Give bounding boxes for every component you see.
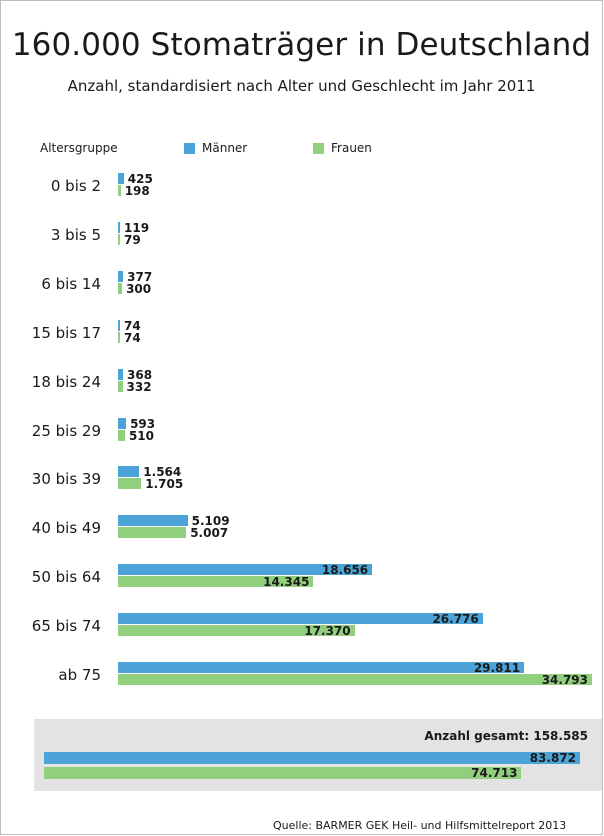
category-label: 3 bis 5 (50, 225, 101, 244)
bar-women (118, 185, 121, 196)
bar-men (118, 270, 124, 282)
value-label-women: 34.793 (541, 673, 588, 687)
bar-women (118, 625, 355, 637)
total-label: Anzahl gesamt: 158.585 (424, 729, 588, 743)
value-label-women: 198 (124, 184, 150, 198)
bar-men (118, 221, 120, 233)
value-label-men: 18.656 (321, 563, 369, 578)
bar-women (118, 478, 142, 490)
category-label: 0 bis 2 (50, 177, 101, 195)
category-label: 18 bis 24 (31, 372, 101, 391)
total-value-label-women: 74.713 (471, 766, 518, 780)
bar-men (118, 662, 525, 673)
value-label-women: 17.370 (304, 624, 351, 639)
legend-category-label: Altersgruppe (40, 141, 118, 155)
source-note: Quelle: BARMER GEK Heil- und Hilfsmittel… (273, 819, 567, 832)
bar-women (118, 331, 120, 343)
value-label-women: 300 (126, 281, 152, 296)
category-label: 50 bis 64 (31, 568, 101, 587)
value-label-men: 29.811 (473, 661, 521, 675)
value-label-men: 377 (127, 269, 153, 284)
value-label-men: 1.564 (143, 465, 182, 480)
legend-label-men: Männer (202, 141, 248, 155)
chart-title: 160.000 Stomaträger in Deutschland (11, 27, 592, 63)
bar-women (118, 282, 123, 294)
category-label: 6 bis 14 (41, 274, 101, 293)
legend-item-men: Männer (184, 141, 247, 155)
value-label-men: 425 (127, 172, 153, 186)
total-bar-men (44, 752, 580, 764)
value-label-men: 5.109 (191, 514, 230, 529)
bar-women (118, 233, 120, 245)
bar-women (118, 576, 314, 588)
chart-subtitle: Anzahl, standardisiert nach Alter und Ge… (67, 77, 536, 95)
category-label: 15 bis 17 (31, 323, 101, 342)
bar-women (118, 429, 125, 441)
bar-men (118, 466, 140, 478)
value-label-women: 1.705 (145, 477, 184, 492)
value-label-men: 119 (124, 220, 150, 235)
bar-women (118, 527, 187, 539)
category-label: 30 bis 39 (31, 470, 101, 489)
bar-men (118, 319, 120, 331)
value-label-women: 510 (128, 428, 154, 443)
bar-men (118, 173, 124, 184)
legend-swatch-men (184, 142, 195, 154)
value-label-women: 79 (124, 232, 141, 247)
bar-men (118, 417, 127, 429)
bar-men (118, 368, 123, 380)
category-label: 65 bis 74 (31, 617, 101, 636)
category-label: ab 75 (58, 666, 101, 684)
value-label-men: 26.776 (432, 612, 479, 627)
category-label: 40 bis 49 (31, 519, 101, 538)
legend-label-women: Frauen (331, 141, 372, 155)
value-label-men: 593 (130, 416, 156, 431)
legend-item-women: Frauen (313, 141, 372, 155)
value-label-women: 5.007 (190, 526, 229, 541)
bar-men (118, 613, 483, 625)
total-value-label-men: 83.872 (529, 751, 576, 765)
bar-women (118, 380, 123, 392)
value-label-women: 14.345 (263, 575, 310, 590)
total-bar-women (44, 767, 522, 779)
bar-men (118, 515, 188, 527)
bar-women (118, 674, 592, 685)
value-label-women: 74 (124, 330, 141, 345)
category-label: 25 bis 29 (31, 421, 101, 440)
value-label-women: 332 (126, 379, 152, 394)
value-label-men: 74 (124, 318, 141, 333)
bar-men (118, 564, 373, 576)
legend-swatch-women (313, 142, 324, 154)
value-label-men: 368 (127, 367, 153, 382)
